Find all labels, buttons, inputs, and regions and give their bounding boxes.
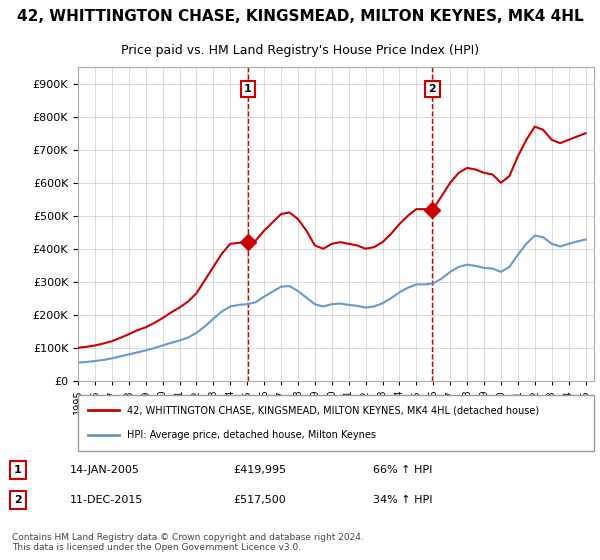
Text: 1: 1 <box>14 465 22 475</box>
Text: 14-JAN-2005: 14-JAN-2005 <box>70 465 140 475</box>
Text: 1: 1 <box>244 84 252 94</box>
Text: 34% ↑ HPI: 34% ↑ HPI <box>373 495 433 505</box>
Text: £419,995: £419,995 <box>233 465 286 475</box>
Text: Contains HM Land Registry data © Crown copyright and database right 2024.
This d: Contains HM Land Registry data © Crown c… <box>12 533 364 552</box>
Text: 11-DEC-2015: 11-DEC-2015 <box>70 495 143 505</box>
Text: 42, WHITTINGTON CHASE, KINGSMEAD, MILTON KEYNES, MK4 4HL (detached house): 42, WHITTINGTON CHASE, KINGSMEAD, MILTON… <box>127 405 539 416</box>
Text: 42, WHITTINGTON CHASE, KINGSMEAD, MILTON KEYNES, MK4 4HL: 42, WHITTINGTON CHASE, KINGSMEAD, MILTON… <box>17 10 583 24</box>
Text: 2: 2 <box>14 495 22 505</box>
Text: £517,500: £517,500 <box>233 495 286 505</box>
Text: HPI: Average price, detached house, Milton Keynes: HPI: Average price, detached house, Milt… <box>127 430 376 440</box>
Text: Price paid vs. HM Land Registry's House Price Index (HPI): Price paid vs. HM Land Registry's House … <box>121 44 479 57</box>
FancyBboxPatch shape <box>78 395 594 451</box>
Text: 66% ↑ HPI: 66% ↑ HPI <box>373 465 432 475</box>
Text: 2: 2 <box>428 84 436 94</box>
